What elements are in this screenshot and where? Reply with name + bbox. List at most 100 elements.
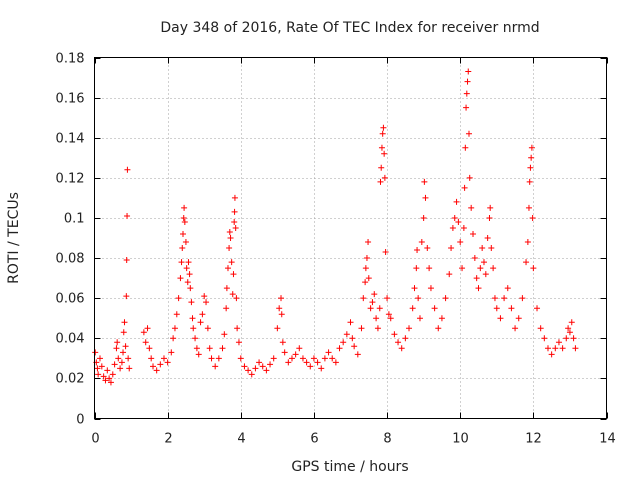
data-point xyxy=(354,351,361,358)
data-point xyxy=(256,359,263,366)
data-point xyxy=(373,315,380,322)
data-point xyxy=(446,271,453,278)
data-point xyxy=(387,315,394,322)
data-point xyxy=(123,293,130,300)
data-point xyxy=(566,329,573,336)
data-point xyxy=(365,275,372,282)
data-point xyxy=(177,275,184,282)
data-point xyxy=(117,365,124,372)
data-point xyxy=(486,214,493,221)
data-point xyxy=(118,359,125,366)
data-point xyxy=(184,279,191,286)
data-point xyxy=(263,367,270,374)
data-point xyxy=(325,349,332,356)
data-point xyxy=(332,359,339,366)
data-point xyxy=(448,245,455,252)
data-point xyxy=(189,315,196,322)
data-point xyxy=(463,104,470,111)
data-point xyxy=(142,339,149,346)
data-point xyxy=(248,371,255,378)
data-point xyxy=(115,355,122,362)
data-point xyxy=(523,259,530,266)
y-tick-label: 0.14 xyxy=(56,132,85,147)
data-point xyxy=(123,257,130,264)
data-point xyxy=(102,377,109,384)
y-tick-label: 0.18 xyxy=(56,52,85,67)
data-point xyxy=(292,351,299,358)
data-point xyxy=(426,265,433,272)
data-point xyxy=(411,285,418,292)
data-point xyxy=(219,345,226,352)
data-point xyxy=(125,355,132,362)
data-point xyxy=(95,371,102,378)
data-point xyxy=(307,363,314,370)
data-point xyxy=(94,365,101,372)
data-point xyxy=(171,325,178,332)
data-point xyxy=(226,228,233,235)
data-point xyxy=(195,351,202,358)
data-point xyxy=(224,265,231,272)
data-point xyxy=(484,235,491,241)
data-point xyxy=(234,325,241,332)
data-point xyxy=(416,315,423,322)
data-point xyxy=(104,367,111,374)
data-point xyxy=(285,359,292,366)
data-point xyxy=(365,239,372,246)
data-points xyxy=(92,68,579,386)
y-tick-label: 0.02 xyxy=(56,372,85,387)
data-point xyxy=(465,68,472,75)
data-point xyxy=(455,218,462,225)
data-point xyxy=(414,247,421,254)
y-axis-label: ROTI / TECUs xyxy=(6,192,22,284)
data-point xyxy=(124,166,131,173)
data-point xyxy=(362,265,369,272)
data-point xyxy=(274,325,281,332)
data-point xyxy=(173,311,180,318)
data-point xyxy=(374,325,381,332)
data-point xyxy=(371,291,378,298)
data-point xyxy=(537,325,544,332)
data-point xyxy=(381,174,388,181)
data-point xyxy=(491,295,498,302)
data-point xyxy=(475,285,482,292)
data-point xyxy=(427,285,434,292)
data-point xyxy=(329,355,336,362)
data-point xyxy=(487,204,494,211)
data-point xyxy=(528,154,535,161)
data-point xyxy=(231,194,238,201)
data-point xyxy=(409,305,416,312)
data-point xyxy=(318,365,325,372)
data-point xyxy=(193,345,200,352)
data-point xyxy=(504,285,511,292)
data-point xyxy=(449,224,456,231)
data-point xyxy=(424,245,431,252)
data-point xyxy=(376,305,383,312)
x-axis-label: GPS time / hours xyxy=(291,459,408,475)
data-point xyxy=(201,293,208,300)
data-point xyxy=(278,311,285,318)
x-tick-label: 8 xyxy=(383,432,391,447)
data-point xyxy=(358,325,365,332)
data-point xyxy=(188,299,195,306)
data-point xyxy=(229,291,236,298)
data-point xyxy=(482,271,489,278)
data-point xyxy=(413,265,420,272)
data-point xyxy=(552,345,559,352)
data-point xyxy=(362,279,369,286)
data-point xyxy=(398,345,405,352)
data-point xyxy=(178,259,185,266)
data-point xyxy=(384,295,391,302)
data-point xyxy=(100,373,107,380)
y-tick-label: 0.08 xyxy=(56,252,85,267)
data-point xyxy=(233,295,240,302)
y-tick-label: 0 xyxy=(76,413,84,428)
y-tick-label: 0.12 xyxy=(56,172,85,187)
data-point xyxy=(181,204,188,211)
data-point xyxy=(559,345,566,352)
data-point xyxy=(367,305,374,312)
data-point xyxy=(237,355,244,362)
data-point xyxy=(477,265,484,272)
data-point xyxy=(395,339,402,346)
data-point xyxy=(464,78,471,85)
data-point xyxy=(479,245,486,252)
